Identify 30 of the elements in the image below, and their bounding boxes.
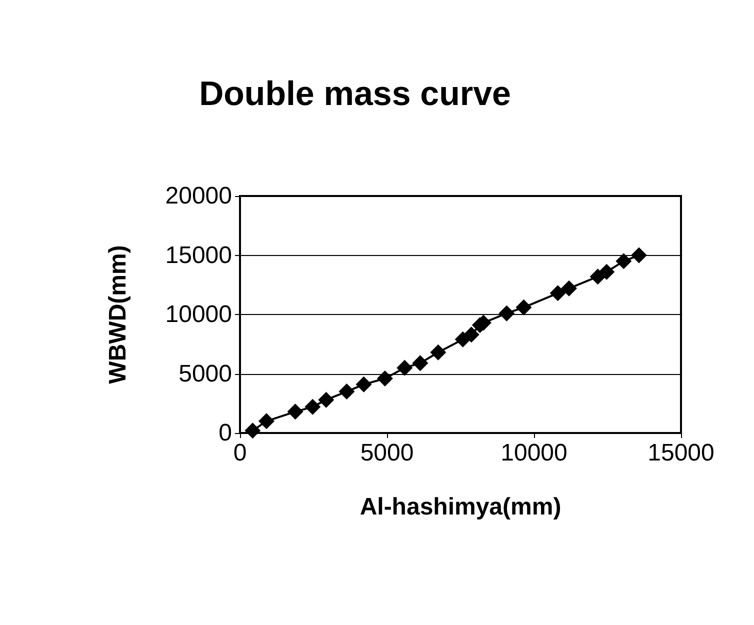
point — [318, 392, 334, 408]
point — [616, 253, 632, 270]
x-tick-label: 10000 — [500, 440, 568, 466]
x-axis-title: Al-hashimya(mm) — [360, 494, 562, 520]
point — [498, 305, 515, 322]
point — [396, 360, 413, 376]
point — [376, 370, 393, 386]
point — [516, 299, 532, 316]
point — [356, 376, 372, 392]
y-axis-title: WBWD(mm) — [104, 245, 132, 384]
point — [463, 326, 480, 343]
point — [550, 285, 566, 302]
point — [412, 355, 428, 372]
y-tick-label: 10000 — [165, 301, 232, 328]
point — [304, 398, 321, 415]
point — [630, 247, 647, 264]
y-tick-label: 5000 — [178, 360, 232, 388]
point — [258, 413, 274, 430]
y-tick-label: 0 — [218, 420, 232, 446]
point — [560, 280, 577, 296]
point — [244, 422, 261, 439]
point — [338, 384, 355, 400]
point — [430, 344, 446, 360]
y-tick-label: 15000 — [165, 242, 232, 269]
x-tick-label: 5000 — [360, 440, 414, 466]
point — [287, 404, 304, 420]
chart-title: Double mass curve — [199, 75, 511, 113]
point — [598, 264, 615, 280]
y-tick-label: 20000 — [165, 182, 232, 210]
x-tick-label: 15000 — [648, 440, 714, 466]
